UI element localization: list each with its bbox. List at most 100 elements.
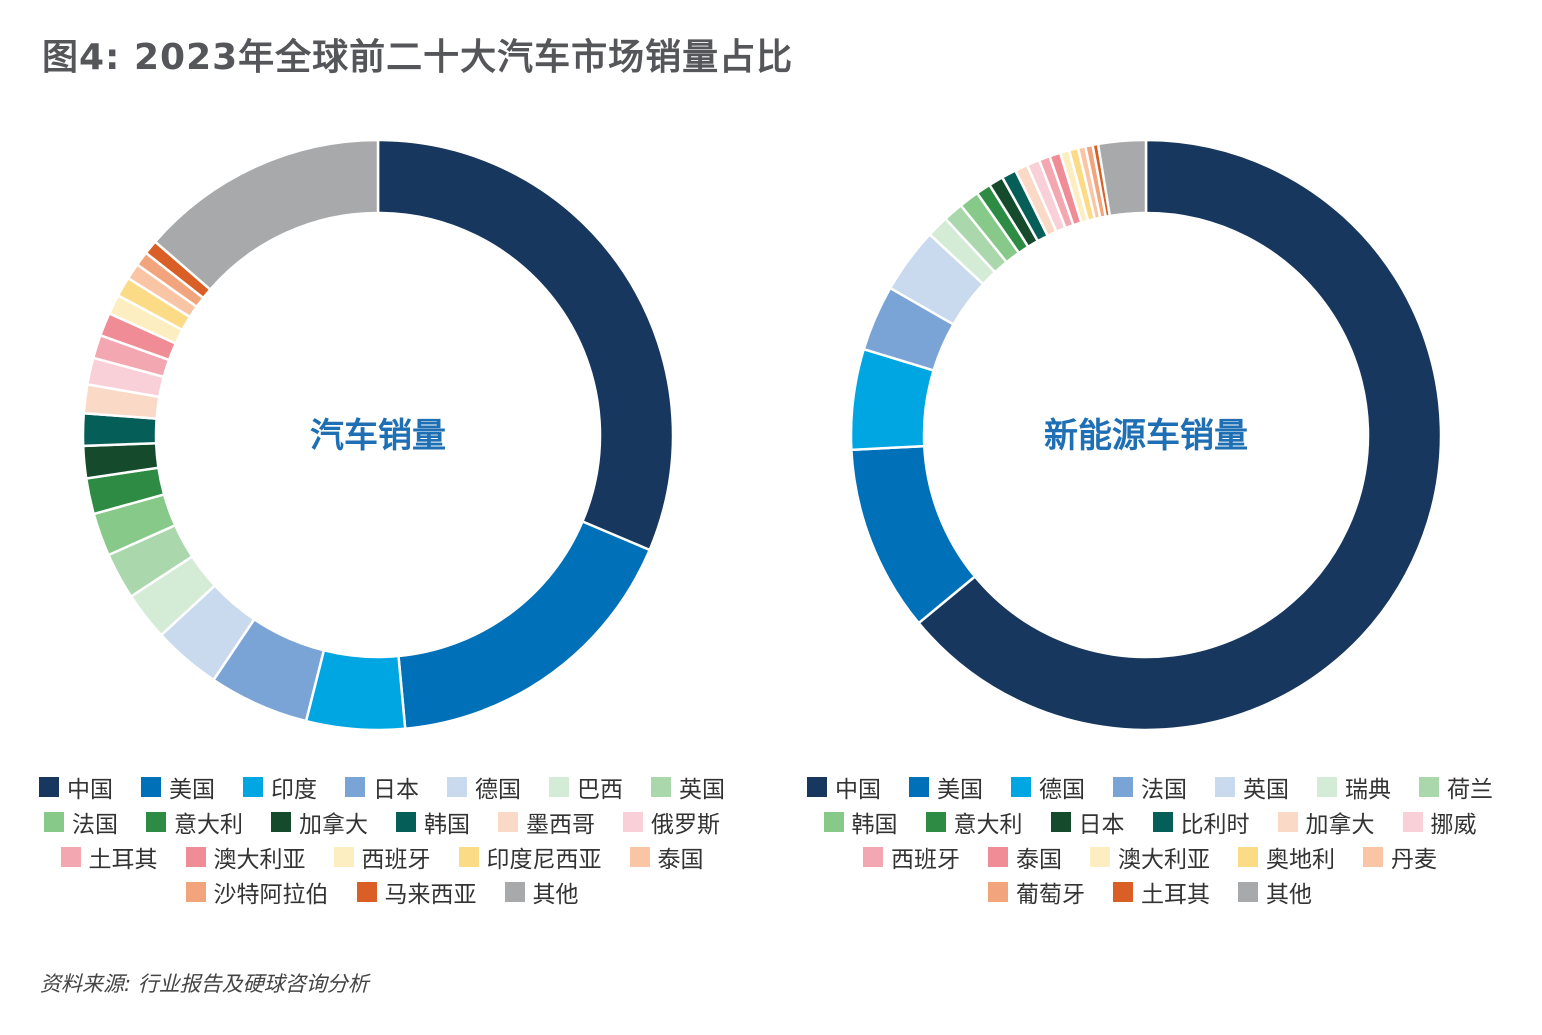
legend-label: 马来西亚: [384, 881, 477, 908]
legend-label: 西班牙: [891, 846, 960, 873]
legend-item: 墨西哥: [498, 807, 595, 838]
figure-title: 图4: 2023年全球前二十大汽车市场销量占比: [42, 37, 794, 78]
legend-label: 韩国: [851, 811, 898, 838]
legend-swatch: [623, 811, 643, 832]
legend-label: 日本: [373, 776, 419, 803]
legend-item: 澳大利亚: [185, 842, 306, 873]
car-sales-legend: 中国 美国 印度 日本 德国 巴西 英国 法国 意大利 加拿大 韩国 墨西哥 俄罗斯 土耳其 澳大利亚 西班牙…: [22, 772, 742, 908]
donut-slice-0: [376, 138, 675, 552]
legend-swatch: [1090, 846, 1110, 867]
legend-swatch: [333, 846, 354, 867]
legend-item: 法国: [44, 807, 118, 838]
legend-swatch: [447, 776, 467, 797]
legend-swatch: [629, 846, 650, 867]
legend-item: 丹麦: [1363, 842, 1437, 873]
legend-item: 土耳其: [60, 842, 158, 873]
legend-item: 加拿大: [271, 807, 368, 838]
legend-item: 韩国: [823, 807, 898, 838]
donut-slice-20: [1096, 138, 1148, 218]
legend-label: 英国: [1243, 776, 1289, 803]
legend-label: 中国: [67, 776, 113, 803]
legend-label: 印度: [271, 776, 317, 803]
legend-item: 美国: [909, 772, 983, 803]
legend-label: 荷兰: [1447, 776, 1493, 803]
legend-swatch: [396, 811, 416, 832]
legend-label: 日本: [1078, 811, 1125, 838]
legend-label: 土耳其: [88, 846, 158, 873]
legend-label: 澳大利亚: [1118, 846, 1210, 873]
legend-item: 日本: [345, 772, 419, 803]
legend-label: 奥地利: [1266, 846, 1335, 873]
legend-item: 澳大利亚: [1090, 842, 1210, 873]
legend-item: 土耳其: [1113, 877, 1210, 908]
legend-swatch: [185, 846, 206, 867]
legend-item: 瑞典: [1317, 772, 1391, 803]
legend-swatch: [458, 846, 479, 867]
legend-item: 意大利: [925, 807, 1023, 838]
legend-swatch: [1419, 776, 1439, 797]
legend-label: 加拿大: [1305, 811, 1375, 838]
legend-swatch: [863, 846, 883, 867]
legend-item: 俄罗斯: [623, 807, 720, 838]
legend-swatch: [1277, 811, 1298, 832]
legend-swatch: [1113, 881, 1133, 902]
legend-label: 中国: [835, 776, 881, 803]
legend-swatch: [1238, 846, 1258, 867]
legend-label: 其他: [532, 881, 579, 908]
legend-item: 英国: [1215, 772, 1289, 803]
legend-item: 西班牙: [333, 842, 431, 873]
legend-swatch: [1152, 811, 1173, 832]
legend-item: 马来西亚: [356, 877, 477, 908]
legend-item: 挪威: [1402, 807, 1477, 838]
legend-item: 日本: [1050, 807, 1125, 838]
chart-center-title: 新能源车销量: [1044, 416, 1248, 456]
legend-label: 泰国: [657, 846, 704, 873]
legend-swatch: [271, 811, 291, 832]
legend-label: 其他: [1266, 881, 1312, 908]
legend-label: 瑞典: [1345, 776, 1391, 803]
source-note: 资料来源: 行业报告及硬球咨询分析: [40, 972, 369, 996]
legend-swatch: [60, 846, 81, 867]
legend-item: 葡萄牙: [988, 877, 1085, 908]
legend-label: 俄罗斯: [651, 811, 720, 838]
legend-swatch: [498, 811, 518, 832]
legend-swatch: [909, 776, 929, 797]
legend-label: 美国: [169, 776, 215, 803]
donut-slice-20: [153, 138, 380, 292]
legend-swatch: [185, 881, 206, 902]
legend-swatch: [44, 811, 64, 832]
legend-label: 德国: [1039, 776, 1085, 803]
donut-slice-1: [397, 519, 652, 731]
legend-label: 德国: [475, 776, 521, 803]
legend-swatch: [504, 881, 525, 902]
legend-item: 中国: [39, 772, 113, 803]
legend-swatch: [356, 881, 377, 902]
legend-label: 西班牙: [361, 846, 431, 873]
legend-item: 韩国: [396, 807, 470, 838]
legend-label: 丹麦: [1391, 846, 1437, 873]
legend-swatch: [549, 776, 569, 797]
legend-item: 巴西: [549, 772, 623, 803]
legend-label: 葡萄牙: [1016, 881, 1085, 908]
legend-item: 奥地利: [1238, 842, 1335, 873]
legend-item: 印度: [243, 772, 317, 803]
legend-item: 沙特阿拉伯: [185, 877, 329, 908]
legend-item: 法国: [1113, 772, 1187, 803]
legend-label: 美国: [937, 776, 983, 803]
legend-label: 墨西哥: [526, 811, 595, 838]
nev-sales-legend: 中国 美国 德国 法国 英国 瑞典 荷兰 韩国 意大利 日本 比利时 加拿大 挪威 西班牙 泰国 澳大利亚 奥地…: [790, 772, 1510, 908]
legend-swatch: [651, 776, 671, 797]
legend-item: 德国: [447, 772, 521, 803]
legend-label: 泰国: [1016, 846, 1062, 873]
legend-label: 澳大利亚: [213, 846, 306, 873]
legend-swatch: [823, 811, 844, 832]
legend-swatch: [1113, 776, 1133, 797]
legend-label: 沙特阿拉伯: [213, 881, 329, 908]
legend-item: 其他: [1238, 877, 1312, 908]
legend-swatch: [243, 776, 263, 797]
nev-sales-donut: 新能源车销量: [849, 138, 1443, 732]
legend-label: 加拿大: [299, 811, 368, 838]
legend-swatch: [146, 811, 166, 832]
legend-item: 泰国: [988, 842, 1062, 873]
legend-item: 英国: [651, 772, 725, 803]
